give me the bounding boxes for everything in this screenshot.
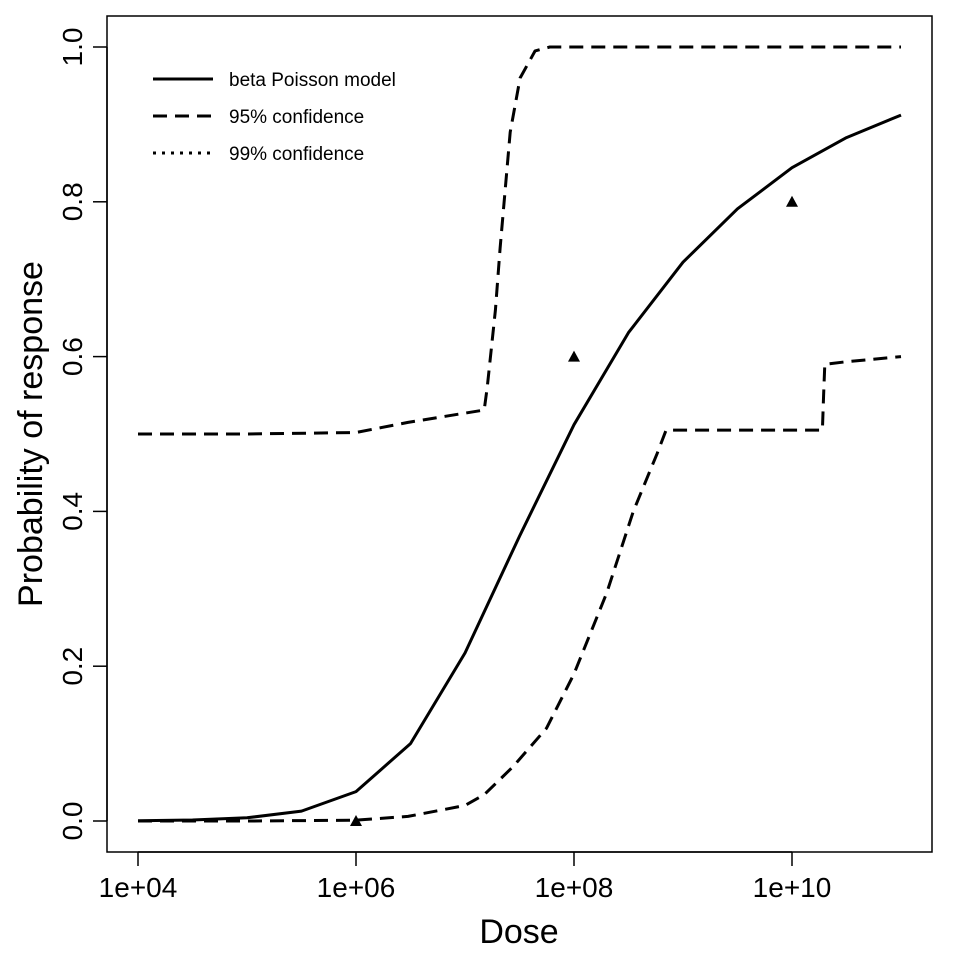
y-tick-label: 0.6 <box>57 337 88 376</box>
y-tick-label: 0.2 <box>57 647 88 686</box>
series-line-confidence-95 <box>138 355 902 823</box>
legend-label: 95% confidence <box>229 107 364 128</box>
data-point-triangle <box>350 815 362 826</box>
x-axis-label: Dose <box>479 913 558 951</box>
legend-label: 99% confidence <box>229 144 364 165</box>
series-line-beta-poisson <box>137 113 902 823</box>
legend: beta Poisson model 95% confidence 99% conf… <box>153 70 396 165</box>
y-tick-label: 0.8 <box>57 182 88 221</box>
series-line-confidence-95 <box>138 45 901 436</box>
y-tick-label: 0.4 <box>57 492 88 531</box>
legend-label: beta Poisson model <box>229 70 396 91</box>
data-point-triangle <box>568 350 580 362</box>
x-tick-label: 1e+08 <box>535 872 614 903</box>
y-axis-label: Probability of response <box>12 261 50 607</box>
y-tick-label: 1.0 <box>57 28 88 67</box>
x-tick-label: 1e+06 <box>317 872 396 903</box>
x-tick-label: 1e+04 <box>99 872 178 903</box>
data-point-triangle <box>786 195 798 207</box>
x-tick-label: 1e+10 <box>753 872 832 903</box>
y-tick-label: 0.0 <box>57 802 88 841</box>
